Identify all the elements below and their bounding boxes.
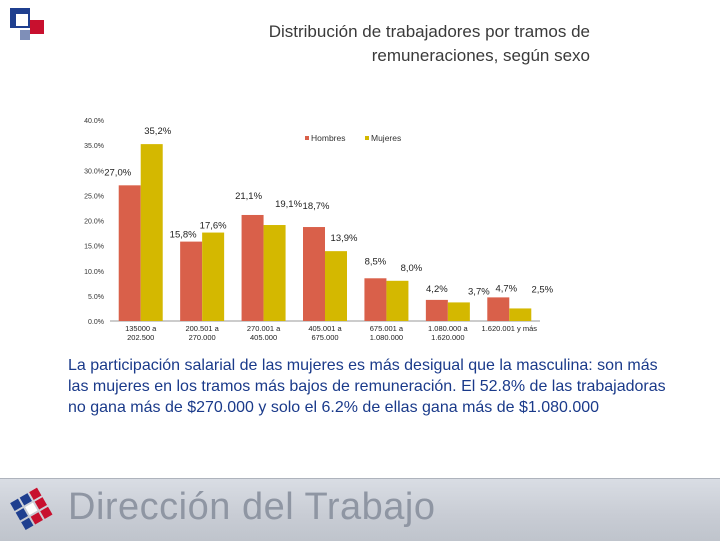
- chart-caption: La participación salarial de las mujeres…: [68, 357, 666, 416]
- bar-hombres-6: [487, 297, 510, 321]
- y-tick-label: 30.0%: [84, 168, 104, 175]
- bar-mujeres-2: [263, 225, 286, 321]
- data-label-hombres-4: 8,5%: [365, 256, 387, 267]
- y-tick-label: 25.0%: [84, 193, 104, 200]
- x-tick-label: 270.000: [189, 333, 216, 342]
- x-tick-label: 405.001 a: [308, 324, 342, 333]
- data-label-hombres-6: 4,7%: [495, 283, 517, 294]
- bar-hombres-1: [180, 241, 203, 321]
- data-label-mujeres-5: 3,7%: [468, 286, 490, 297]
- bar-mujeres-5: [447, 302, 470, 321]
- bar-hombres-3: [303, 227, 325, 321]
- data-label-mujeres-0: 35,2%: [144, 126, 171, 137]
- x-tick-label: 1.620.000: [431, 333, 464, 342]
- data-label-mujeres-6: 2,5%: [531, 284, 553, 295]
- x-tick-label: 200.501 a: [185, 324, 219, 333]
- y-tick-label: 0.0%: [88, 319, 104, 326]
- chart-title-line-1: Distribución de trabajadores por tramos …: [268, 22, 590, 41]
- footer-banner: Dirección del Trabajo: [0, 478, 720, 541]
- data-label-mujeres-1: 17,6%: [200, 221, 227, 232]
- data-label-hombres-3: 18,7%: [303, 201, 330, 212]
- bar-mujeres-4: [386, 280, 409, 321]
- bar-mujeres-3: [325, 251, 347, 321]
- bar-hombres-0: [118, 185, 141, 321]
- bar-hombres-5: [425, 299, 448, 321]
- data-label-mujeres-3: 13,9%: [331, 233, 358, 244]
- data-label-mujeres-4: 8,0%: [401, 263, 423, 274]
- brand-logo-footer: [10, 487, 53, 530]
- x-tick-label: 270.001 a: [247, 324, 281, 333]
- y-tick-label: 20.0%: [84, 219, 104, 226]
- y-tick-label: 5.0%: [88, 294, 104, 301]
- x-tick-label: 405.000: [250, 333, 277, 342]
- chart-title: Distribución de trabajadores por tramos …: [150, 20, 590, 68]
- bar-hombres-2: [241, 214, 264, 321]
- y-tick-label: 35.0%: [84, 143, 104, 150]
- brand-logo-top: [10, 8, 44, 40]
- x-tick-label: 1.080.000: [370, 333, 403, 342]
- chart-title-line-2: remuneraciones, según sexo: [371, 46, 590, 65]
- data-label-hombres-1: 15,8%: [170, 230, 197, 241]
- footer-title: Dirección del Trabajo: [68, 486, 436, 528]
- legend-swatch-mujeres: [365, 136, 369, 140]
- legend-label-hombres: Hombres: [311, 133, 345, 143]
- bar-mujeres-6: [509, 308, 532, 321]
- x-tick-label: 1.620.001 y más: [482, 324, 538, 333]
- bar-hombres-4: [364, 278, 387, 321]
- x-tick-label: 675.000: [311, 333, 338, 342]
- bar-chart: 0.0% 5.0% 10.0% 15.0% 20.0% 25.0% 30.0% 35.0% 40…: [84, 118, 554, 342]
- data-label-hombres-2: 21,1%: [235, 191, 262, 202]
- data-label-mujeres-2: 19,1%: [275, 199, 302, 210]
- bar-mujeres-1: [202, 232, 225, 321]
- data-label-hombres-0: 27,0%: [104, 167, 131, 178]
- x-tick-label: 135000 a: [125, 324, 157, 333]
- y-tick-label: 10.0%: [84, 269, 104, 276]
- legend-label-mujeres: Mujeres: [371, 133, 401, 143]
- y-tick-label: 15.0%: [84, 244, 104, 251]
- y-tick-label: 40.0%: [84, 118, 104, 125]
- data-label-hombres-5: 4,2%: [426, 284, 448, 295]
- x-tick-label: 675.001 a: [370, 324, 404, 333]
- x-tick-label: 202.500: [127, 333, 154, 342]
- x-tick-label: 1.080.000 a: [428, 324, 468, 333]
- bar-mujeres-0: [140, 144, 163, 321]
- legend-swatch-hombres: [305, 136, 309, 140]
